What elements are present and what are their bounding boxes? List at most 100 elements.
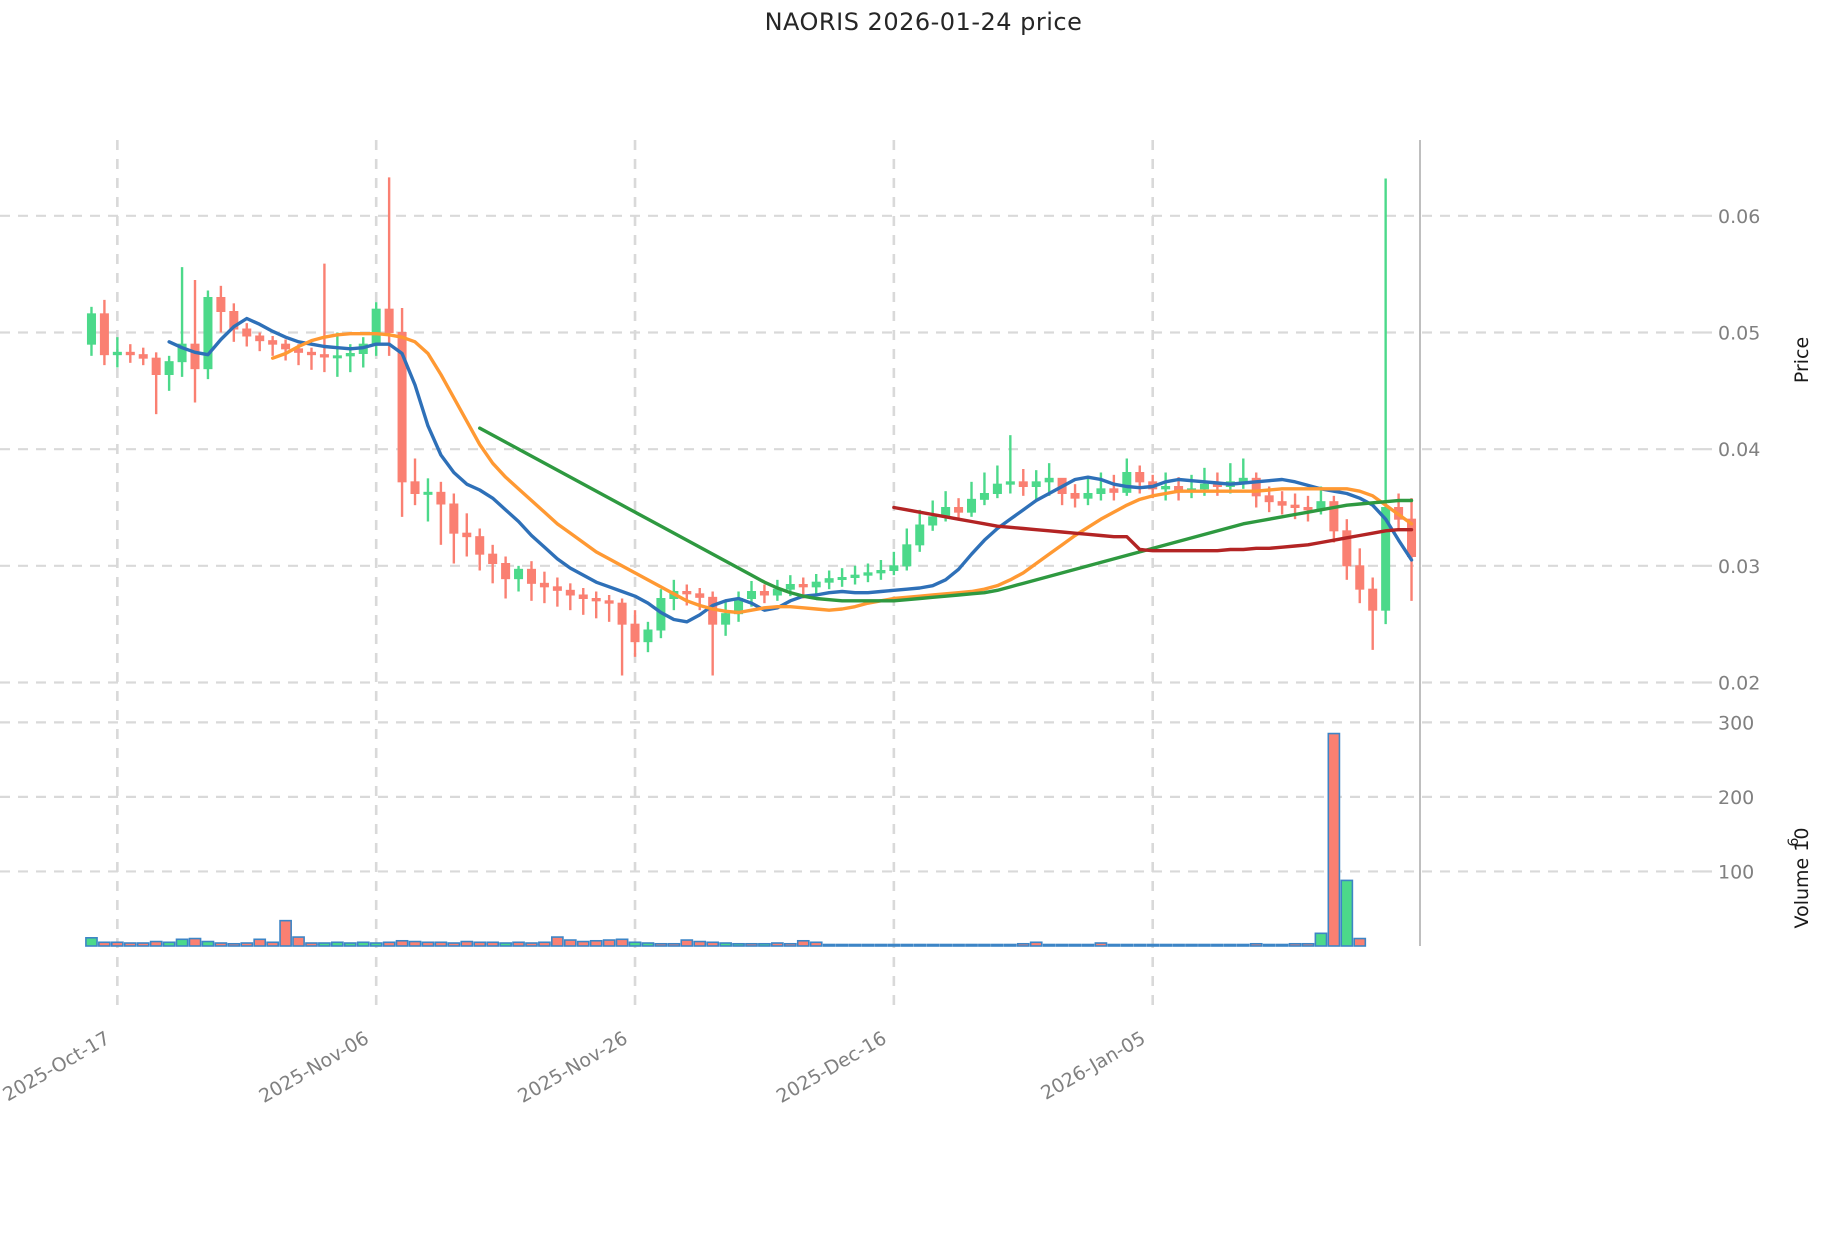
volume-bar <box>1133 943 1147 947</box>
volume-bar <box>434 941 448 947</box>
candle-body <box>1329 501 1339 532</box>
candle-body <box>216 297 226 312</box>
volume-bar <box>1029 941 1043 947</box>
moving-average-line <box>270 331 1414 615</box>
volume-bar <box>1159 943 1173 947</box>
volume-bar <box>136 942 150 947</box>
volume-bar <box>926 943 940 947</box>
volume-bar <box>952 943 965 947</box>
candle-body <box>371 308 381 345</box>
volume-bar <box>279 919 292 947</box>
volume-bar <box>1068 943 1082 947</box>
candle-body <box>1083 493 1093 499</box>
volume-bar <box>1146 943 1160 947</box>
candle-body <box>242 328 252 337</box>
candle-body <box>1161 486 1171 490</box>
volume-bar <box>1211 943 1224 947</box>
volume-bars-layer <box>85 732 1367 947</box>
candle-body <box>1070 493 1080 499</box>
volume-bar <box>253 938 267 947</box>
volume-bar <box>240 942 254 947</box>
volume-bar <box>745 942 758 947</box>
volume-bar <box>680 939 694 947</box>
candle-body <box>954 507 964 513</box>
candle-body <box>190 343 200 370</box>
volume-bar <box>421 941 435 947</box>
candle-body <box>682 591 692 595</box>
candle-body <box>565 589 575 596</box>
volume-bar <box>939 943 952 947</box>
volume-bar <box>1081 943 1095 947</box>
candle-body <box>177 343 187 363</box>
candle-body <box>1031 481 1041 488</box>
volume-bar <box>874 943 888 947</box>
volume-bar <box>835 943 849 947</box>
candle-body <box>850 574 860 579</box>
volume-bar <box>227 942 241 947</box>
candle-body <box>436 491 446 505</box>
volume-bar <box>447 942 461 947</box>
moving-average-line <box>892 505 1414 553</box>
volume-bar <box>887 943 901 947</box>
candle-body <box>501 563 511 580</box>
moving-average-lines-layer <box>167 316 1414 624</box>
volume-bar <box>978 943 991 947</box>
candle-body <box>203 297 213 370</box>
volume-bar <box>305 942 318 947</box>
volume-bar <box>796 939 810 947</box>
candlestick-layer <box>86 177 1417 676</box>
volume-bar <box>706 941 720 947</box>
volume-bar <box>1042 943 1056 947</box>
candle-body <box>863 572 873 576</box>
volume-bar <box>667 942 681 947</box>
candle-body <box>604 600 614 604</box>
svg-text:Volume 10: Volume 10 <box>1791 828 1813 929</box>
candle-body <box>785 584 795 590</box>
volume-bar <box>1055 943 1069 947</box>
candle-body <box>617 602 627 625</box>
candle-body <box>151 357 161 375</box>
candle-body <box>1096 488 1106 495</box>
candle-body <box>86 313 96 345</box>
candle-body <box>902 544 912 567</box>
volume-bar <box>343 942 357 947</box>
axis-layer: 0.06 0.05 0.04 0.03 0.02 300 200 100 2025-Oct-17… <box>0 140 1813 1108</box>
candle-body <box>1135 472 1145 483</box>
candle-body <box>979 493 989 500</box>
candle-body <box>1342 530 1352 567</box>
volume-bar <box>1327 732 1341 947</box>
volume-bar <box>486 941 500 947</box>
candle-body <box>966 498 977 513</box>
volume-bar <box>693 940 707 947</box>
volume-bar <box>758 942 771 947</box>
volume-bar <box>615 938 629 947</box>
volume-bar <box>512 941 525 947</box>
volume-bar <box>188 937 202 947</box>
candle-body <box>889 565 899 571</box>
volume-bar <box>783 942 797 947</box>
candle-body <box>1044 477 1054 483</box>
volume-bar <box>538 941 551 947</box>
volume-bar <box>1172 943 1185 947</box>
candle-body <box>915 524 925 546</box>
candle-body <box>281 343 291 350</box>
volume-bar <box>330 941 344 947</box>
price-tick-label: 0.06 <box>1718 206 1760 228</box>
candle-body <box>1303 507 1313 511</box>
candle-body <box>837 577 847 580</box>
moving-average-line <box>167 316 1414 624</box>
candle-body <box>798 584 808 588</box>
candle-body <box>526 568 537 584</box>
candle-body <box>255 335 265 342</box>
volume-bar <box>1185 943 1198 947</box>
volume-bar <box>123 942 137 947</box>
date-tick-label: 2025-Dec-16 <box>773 1027 891 1108</box>
volume-bar <box>551 936 564 947</box>
volume-bar <box>356 941 370 947</box>
candle-body <box>268 340 278 345</box>
candle-body <box>1122 472 1132 493</box>
candle-body <box>695 593 705 598</box>
date-tick-label: 2025-Nov-06 <box>255 1027 372 1107</box>
volume-bar <box>1223 943 1237 947</box>
